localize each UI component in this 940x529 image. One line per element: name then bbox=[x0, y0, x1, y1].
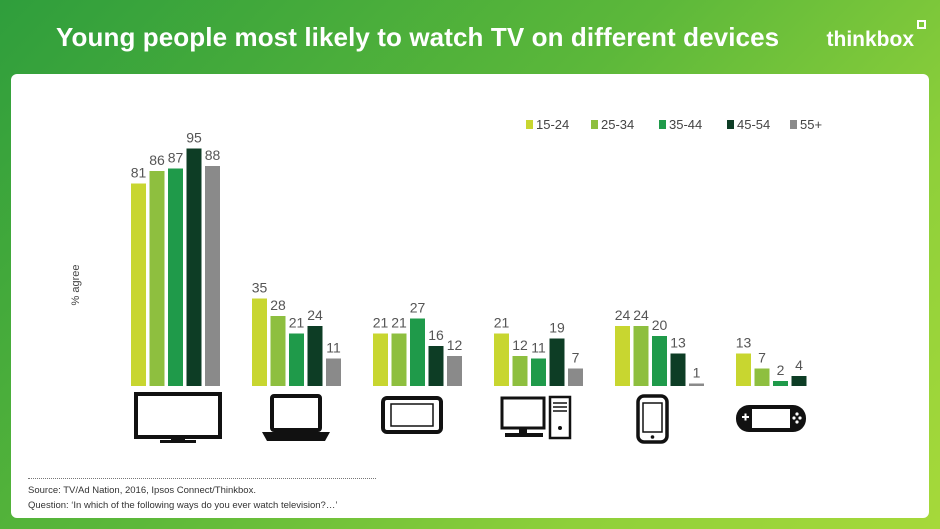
tv-icon bbox=[134, 392, 222, 443]
data-label: 88 bbox=[205, 147, 221, 163]
data-label: 12 bbox=[512, 337, 528, 353]
bar bbox=[447, 356, 462, 386]
bar bbox=[512, 356, 528, 386]
bar bbox=[689, 383, 704, 386]
data-label: 24 bbox=[307, 307, 323, 323]
bar bbox=[754, 368, 770, 386]
bar bbox=[633, 326, 649, 386]
data-label: 19 bbox=[549, 320, 565, 336]
data-label: 86 bbox=[149, 152, 165, 168]
bar bbox=[652, 336, 667, 386]
bar bbox=[670, 353, 686, 386]
bar-group-games-console: 13 72 4 bbox=[736, 335, 807, 386]
bar bbox=[131, 183, 146, 386]
bar bbox=[373, 333, 388, 386]
data-label: 13 bbox=[736, 335, 752, 351]
bar bbox=[568, 368, 583, 386]
legend-label: 45-54 bbox=[737, 117, 770, 132]
bar bbox=[428, 346, 444, 386]
legend-item: 15-24 bbox=[526, 117, 569, 132]
brand-logo: thinkbox bbox=[826, 28, 915, 51]
data-label: 21 bbox=[391, 315, 407, 331]
data-label: 27 bbox=[410, 300, 426, 316]
data-label: 21 bbox=[373, 315, 389, 331]
laptop-icon bbox=[262, 394, 330, 441]
bar bbox=[736, 353, 751, 386]
bar bbox=[270, 316, 286, 386]
legend: 15-24 25-34 35-44 45-54 55+ bbox=[526, 117, 822, 132]
bar bbox=[186, 148, 202, 386]
legend-swatch bbox=[526, 120, 533, 129]
bar bbox=[549, 338, 565, 386]
games-console-icon bbox=[736, 405, 806, 432]
legend-item: 45-54 bbox=[727, 117, 770, 132]
data-label: 7 bbox=[758, 350, 766, 366]
bar bbox=[168, 168, 183, 386]
data-label: 2 bbox=[777, 362, 785, 378]
data-label: 87 bbox=[168, 150, 184, 166]
bar bbox=[494, 333, 509, 386]
legend-item: 35-44 bbox=[659, 117, 702, 132]
bar bbox=[791, 376, 807, 386]
brand-logo-mark bbox=[917, 20, 926, 29]
legend-swatch bbox=[591, 120, 598, 129]
data-label: 11 bbox=[531, 340, 546, 356]
footer-divider bbox=[28, 478, 376, 479]
data-label: 24 bbox=[615, 307, 631, 323]
legend-label: 15-24 bbox=[536, 117, 569, 132]
bar bbox=[205, 166, 220, 386]
bar bbox=[410, 318, 425, 386]
legend-label: 35-44 bbox=[669, 117, 702, 132]
y-axis-label: % agree bbox=[70, 265, 82, 306]
data-label: 12 bbox=[447, 337, 463, 353]
data-label: 21 bbox=[494, 315, 510, 331]
legend-item: 25-34 bbox=[591, 117, 634, 132]
legend-swatch bbox=[727, 120, 734, 129]
data-label: 4 bbox=[795, 357, 803, 373]
question-text: Question: ‘In which of the following way… bbox=[28, 500, 338, 511]
data-label: 7 bbox=[572, 350, 580, 366]
bar bbox=[326, 358, 341, 386]
source-text: Source: TV/Ad Nation, 2016, Ipsos Connec… bbox=[28, 485, 256, 496]
bar bbox=[252, 298, 267, 386]
device-icons bbox=[134, 392, 806, 444]
smartphone-icon bbox=[636, 394, 669, 444]
data-label: 24 bbox=[633, 307, 649, 323]
bar bbox=[149, 171, 165, 386]
data-label: 20 bbox=[652, 317, 668, 333]
data-label: 95 bbox=[186, 130, 202, 146]
data-label: 35 bbox=[252, 280, 268, 296]
bar bbox=[391, 333, 407, 386]
data-label: 28 bbox=[270, 297, 286, 313]
legend-item: 55+ bbox=[790, 117, 822, 132]
desktop-pc-icon bbox=[500, 395, 572, 440]
tablet-icon bbox=[381, 396, 443, 434]
bar bbox=[289, 333, 304, 386]
legend-swatch bbox=[659, 120, 666, 129]
data-label: 16 bbox=[428, 327, 444, 343]
source-note: Source: TV/Ad Nation, 2016, Ipsos Connec… bbox=[28, 483, 337, 513]
data-label: 21 bbox=[289, 315, 305, 331]
bar bbox=[307, 326, 323, 386]
legend-label: 25-34 bbox=[601, 117, 634, 132]
data-label: 81 bbox=[131, 165, 147, 181]
data-label: 13 bbox=[670, 335, 686, 351]
legend-swatch bbox=[790, 120, 797, 129]
bar bbox=[773, 381, 788, 386]
legend-label: 55+ bbox=[800, 117, 822, 132]
bar bbox=[615, 326, 630, 386]
bar bbox=[531, 358, 546, 386]
data-label: 11 bbox=[326, 340, 341, 356]
data-label: 1 bbox=[693, 365, 701, 381]
page-title: Young people most likely to watch TV on … bbox=[56, 22, 780, 52]
